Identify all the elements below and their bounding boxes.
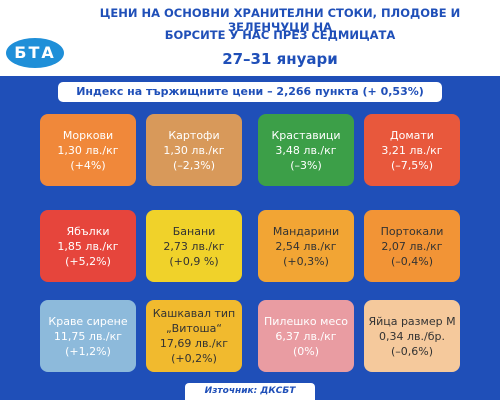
tile: Моркови 1,30 лв./кг (+4%) bbox=[40, 114, 136, 186]
tile-name: Краве сирене bbox=[48, 314, 128, 328]
tile-change: (+0,3%) bbox=[283, 254, 329, 268]
tile-name: Моркови bbox=[62, 128, 114, 142]
tile-change: (–0,6%) bbox=[390, 344, 434, 358]
tile-price: 11,75 лв./кг bbox=[53, 329, 123, 343]
source: Източник: ДКСБТ bbox=[185, 383, 315, 400]
tile-change: (–3%) bbox=[290, 158, 322, 172]
tile: Портокали 2,07 лв./кг (–0,4%) bbox=[364, 210, 460, 282]
tile-name: Мандарини bbox=[272, 224, 340, 238]
date: 27–31 януари bbox=[222, 50, 338, 68]
tile-name: Картофи bbox=[168, 128, 220, 142]
header-band bbox=[0, 0, 500, 76]
tile-price: 1,85 лв./кг bbox=[57, 239, 119, 253]
tile-name: Домати bbox=[390, 128, 434, 142]
tile-change: (+0,9 %) bbox=[169, 254, 219, 268]
tile-price: 0,34 лв./бр. bbox=[379, 329, 445, 343]
title-line: БОРСИТЕ У НАС ПРЕЗ СЕДМИЦАТА bbox=[164, 28, 396, 42]
tile-name: Краставици bbox=[271, 128, 341, 142]
tile: Домати 3,21 лв./кг (–7,5%) bbox=[364, 114, 460, 186]
tile-change: (–7,5%) bbox=[390, 158, 434, 172]
title-line: ЦЕНИ НА ОСНОВНИ ХРАНИТЕЛНИ СТОКИ, ПЛОДОВ… bbox=[99, 6, 461, 34]
index-line: Индекс на тържищните цени – 2,266 пункта… bbox=[58, 82, 442, 102]
tile-name: Банани bbox=[172, 224, 216, 238]
tile-price: 1,30 лв./кг bbox=[57, 143, 119, 157]
tile-change: (+4%) bbox=[70, 158, 106, 172]
tile-price: 3,21 лв./кг bbox=[381, 143, 443, 157]
tile: Краве сирене 11,75 лв./кг (+1,2%) bbox=[40, 300, 136, 372]
tile: Картофи 1,30 лв./кг (–2,3%) bbox=[146, 114, 242, 186]
tile-price: 1,30 лв./кг bbox=[163, 143, 225, 157]
tile-price: 2,54 лв./кг bbox=[275, 239, 337, 253]
tile-price: 6,37 лв./кг bbox=[275, 329, 337, 343]
tile: Краставици 3,48 лв./кг (–3%) bbox=[258, 114, 354, 186]
tile: Пилешко месо 6,37 лв./кг (0%) bbox=[258, 300, 354, 372]
tile-change: (+1,2%) bbox=[65, 344, 111, 358]
tile-name: Портокали bbox=[380, 224, 444, 238]
tile: Яйца размер М 0,34 лв./бр. (–0,6%) bbox=[364, 300, 460, 372]
tile-name: Пилешко месо bbox=[264, 314, 348, 328]
tile: Мандарини 2,54 лв./кг (+0,3%) bbox=[258, 210, 354, 282]
tile-change: (+5,2%) bbox=[65, 254, 111, 268]
tile-name: Ябълки bbox=[66, 224, 110, 238]
tile: Банани 2,73 лв./кг (+0,9 %) bbox=[146, 210, 242, 282]
tile: Ябълки 1,85 лв./кг (+5,2%) bbox=[40, 210, 136, 282]
tile: Кашкавал тип „Витоша“ 17,69 лв./кг (+0,2%) bbox=[146, 300, 242, 372]
tile-change: (0%) bbox=[292, 344, 320, 358]
tile-change: (+0,2%) bbox=[171, 352, 217, 365]
tile-change: (–2,3%) bbox=[172, 158, 216, 172]
tile-price: 2,73 лв./кг bbox=[163, 239, 225, 253]
logo: БТА bbox=[6, 38, 64, 68]
tile-price: 2,07 лв./кг bbox=[381, 239, 443, 253]
tile-price: 17,69 лв./кг bbox=[159, 337, 229, 350]
tile-name: Яйца размер М bbox=[368, 314, 456, 328]
tile-name: Кашкавал тип „Витоша“ bbox=[152, 307, 236, 335]
tile-price: 3,48 лв./кг bbox=[275, 143, 337, 157]
tile-change: (–0,4%) bbox=[390, 254, 434, 268]
